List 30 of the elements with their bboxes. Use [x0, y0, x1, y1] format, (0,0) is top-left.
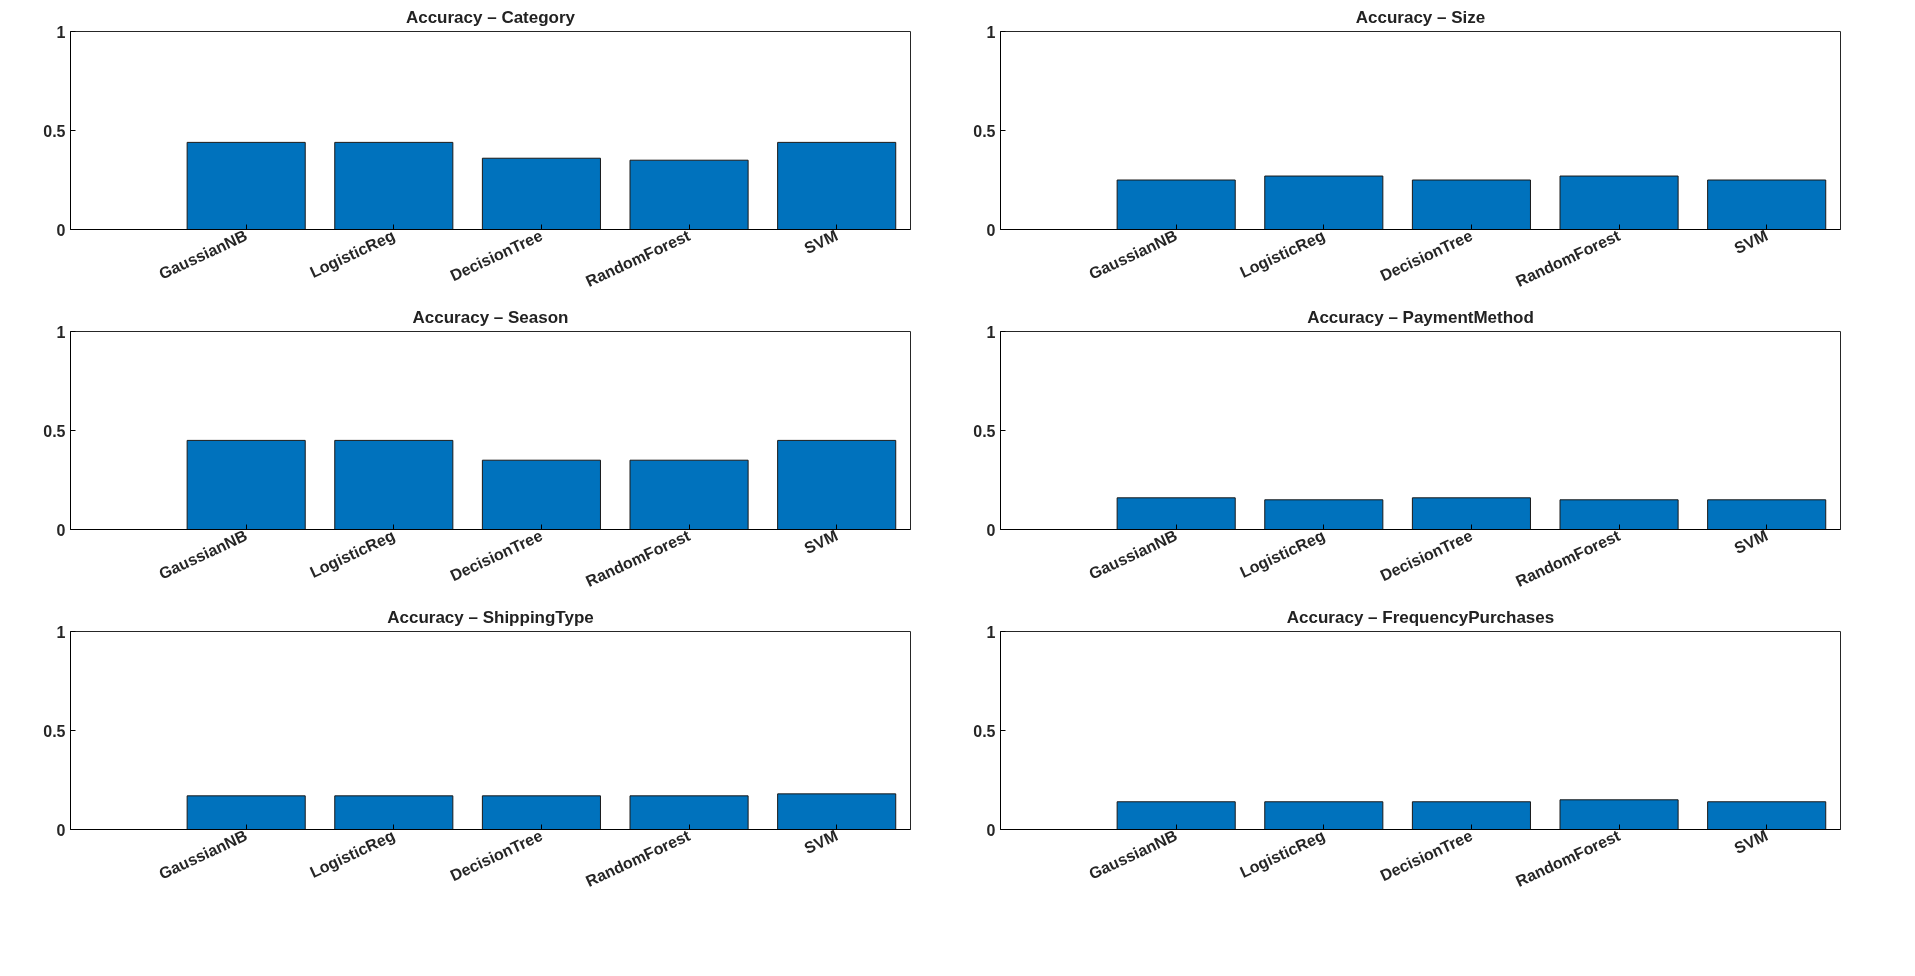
chart-title: Accuracy – Season [412, 307, 569, 327]
y-tick-label: 0.5 [43, 122, 66, 140]
chart-title: Accuracy – Category [405, 7, 576, 27]
y-tick-label: 0.5 [973, 422, 996, 440]
chart-title: Accuracy – PaymentMethod [1307, 307, 1534, 327]
y-tick-label: 0 [986, 821, 996, 839]
y-tick-label: 0 [986, 521, 996, 539]
chart-title: Accuracy – ShippingType [387, 607, 594, 627]
x-tick-label: SVM [801, 526, 841, 557]
y-tick-label: 0.5 [43, 422, 66, 440]
y-tick-label: 1 [56, 623, 66, 641]
x-tick-label: SVM [801, 226, 841, 257]
y-tick-label: 1 [56, 23, 66, 41]
y-tick-label: 1 [986, 23, 996, 41]
y-tick-label: 0 [56, 821, 66, 839]
y-tick-label: 0.5 [43, 722, 66, 740]
y-tick-label: 1 [986, 323, 996, 341]
x-tick-label: SVM [1731, 526, 1771, 557]
y-tick-label: 0.5 [973, 722, 996, 740]
y-tick-label: 0 [56, 221, 66, 239]
x-tick-label: SVM [801, 826, 841, 857]
y-tick-label: 0 [56, 521, 66, 539]
y-tick-label: 0.5 [973, 122, 996, 140]
chart-title: Accuracy – Size [1355, 7, 1486, 27]
y-tick-label: 0 [986, 221, 996, 239]
chart-title: Accuracy – FrequencyPurchases [1286, 607, 1555, 627]
x-tick-label: SVM [1731, 826, 1771, 857]
y-tick-label: 1 [986, 623, 996, 641]
x-tick-label: SVM [1731, 226, 1771, 257]
y-tick-label: 1 [56, 323, 66, 341]
